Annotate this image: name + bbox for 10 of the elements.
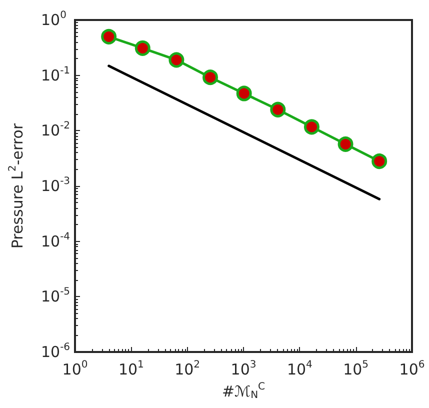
point (372, 154, 388, 170)
point (101, 28, 117, 44)
point (202, 70, 218, 86)
point (338, 136, 354, 152)
point (270, 102, 286, 118)
point (236, 86, 252, 102)
y-axis-title: Pressure L2-error (8, 122, 26, 249)
point (134, 40, 150, 56)
point (168, 52, 184, 68)
point (304, 119, 320, 135)
